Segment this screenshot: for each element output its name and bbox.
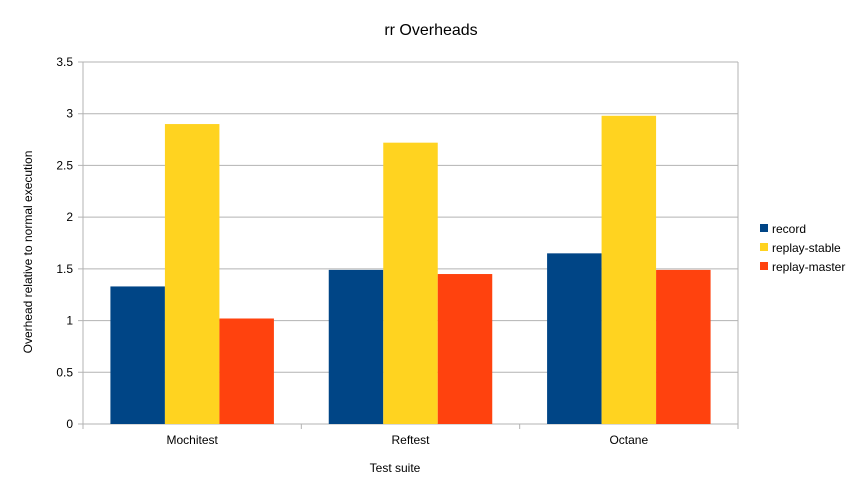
x-axis-title: Test suite	[370, 461, 421, 475]
y-tick-label: 1	[66, 314, 73, 328]
bar-record-reftest	[328, 269, 384, 424]
legend-label-record: record	[772, 222, 806, 236]
bar-replay-stable-octane	[601, 115, 657, 424]
bar-replay-master-octane	[656, 269, 711, 424]
y-tick-label: 2	[66, 210, 73, 224]
x-tick-label: Mochitest	[166, 433, 218, 447]
y-tick-label: 3.5	[56, 55, 73, 69]
y-tick-label: 0	[66, 417, 73, 431]
y-tick-label: 2.5	[56, 158, 73, 172]
bar-replay-master-reftest	[437, 274, 493, 424]
x-tick-label: Reftest	[391, 433, 430, 447]
bar-replay-master-mochitest	[219, 318, 274, 424]
bars	[110, 115, 711, 425]
y-axis-ticks: 0 0.5 1 1.5 2 2.5 3 3.5	[56, 55, 73, 431]
bar-replay-stable-reftest	[383, 142, 438, 424]
legend-swatch-record	[760, 224, 768, 232]
y-tick-label: 0.5	[56, 365, 73, 379]
chart-title: rr Overheads	[384, 22, 477, 39]
legend-swatch-replay-master	[760, 262, 768, 270]
y-axis-title: Overhead relative to normal execution	[21, 151, 35, 354]
y-tick-label: 3	[66, 107, 73, 121]
bar-record-octane	[547, 253, 602, 424]
y-tick-label: 1.5	[56, 262, 73, 276]
legend: record replay-stable replay-master	[760, 222, 845, 274]
bar-replay-stable-mochitest	[164, 124, 220, 425]
legend-label-replay-master: replay-master	[772, 260, 845, 274]
bar-record-mochitest	[110, 286, 165, 424]
x-tick-label: Octane	[609, 433, 648, 447]
legend-swatch-replay-stable	[760, 243, 768, 251]
x-axis-ticks: Mochitest Reftest Octane	[166, 433, 648, 447]
legend-label-replay-stable: replay-stable	[772, 241, 841, 255]
